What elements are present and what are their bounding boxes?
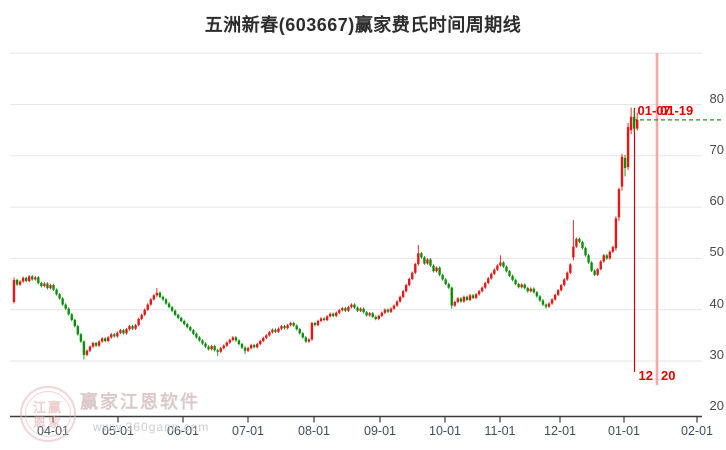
x-axis-label: 02-01 xyxy=(681,424,713,438)
y-axis-label: 60 xyxy=(709,193,724,209)
x-axis-label: 09-01 xyxy=(364,424,396,438)
y-axis-label: 80 xyxy=(709,90,724,106)
watermark-seal-logo: 江赢 恩家 xyxy=(20,386,76,442)
x-axis-label: 06-01 xyxy=(167,424,199,438)
y-axis-label: 70 xyxy=(709,141,724,157)
fib-line-date-label: 01-07 xyxy=(637,103,671,118)
x-axis-label: 08-01 xyxy=(298,424,330,438)
y-axis-label: 40 xyxy=(709,295,724,311)
x-axis-label: 07-01 xyxy=(232,424,264,438)
y-axis-label: 50 xyxy=(709,244,724,260)
x-axis-label: 05-01 xyxy=(102,424,134,438)
seal-char-row-2: 恩家 xyxy=(32,415,63,430)
fib-line-number-label: 20 xyxy=(661,368,676,383)
y-axis-label: 30 xyxy=(709,347,724,362)
y-axis-label: 20 xyxy=(709,398,724,414)
fib-line-date-label: 01-19 xyxy=(660,103,694,118)
chart-title: 五洲新春(603667)赢家费氏时间周期线 xyxy=(204,15,522,35)
watermark-url-text: www.360gann.com xyxy=(93,420,210,434)
seal-char-row-1: 江赢 xyxy=(32,400,63,415)
x-axis-label: 11-01 xyxy=(484,424,516,438)
x-axis-label: 01-01 xyxy=(608,424,640,438)
x-axis-label: 10-01 xyxy=(429,424,461,438)
fib-line-number-label: 12 xyxy=(638,368,653,383)
seal-inner-ring xyxy=(25,391,71,437)
watermark-brand-text: 赢家江恩软件 xyxy=(80,392,200,412)
x-axis-label: 12-01 xyxy=(544,424,576,438)
